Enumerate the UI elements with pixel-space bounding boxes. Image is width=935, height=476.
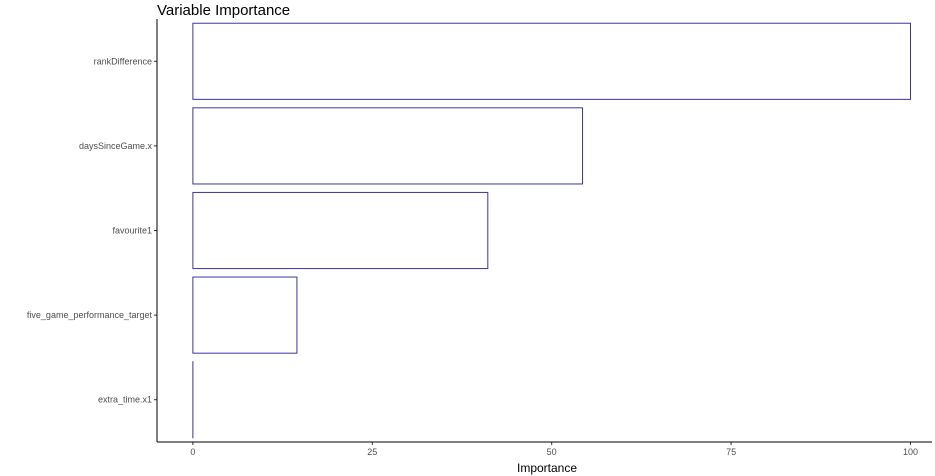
bar-0 (192, 22, 911, 100)
y-tick-label-1: daysSinceGame.x (79, 141, 153, 151)
y-tick-label-3: five_game_performance_target (27, 310, 153, 320)
bar-1 (192, 107, 584, 185)
y-axis-ticks: rankDifference daysSinceGame.x favourite1 f… (27, 56, 157, 405)
x-axis-title: Importance (517, 461, 577, 475)
y-tick-label-4: extra_time.x1 (98, 395, 152, 405)
x-tick-label-2: 50 (547, 447, 557, 457)
x-tick-label-3: 75 (726, 447, 736, 457)
bar-3 (192, 276, 298, 354)
bar-2 (192, 191, 489, 270)
x-tick-label-4: 100 (903, 447, 918, 457)
x-tick-label-0: 0 (190, 447, 195, 457)
y-tick-label-0: rankDifference (94, 56, 152, 66)
x-axis-ticks: 0 25 50 75 100 (190, 442, 918, 457)
x-tick-label-1: 25 (367, 447, 377, 457)
bars-group (192, 22, 911, 439)
chart-title: Variable Importance (157, 2, 290, 19)
y-tick-label-2: favourite1 (112, 226, 152, 236)
